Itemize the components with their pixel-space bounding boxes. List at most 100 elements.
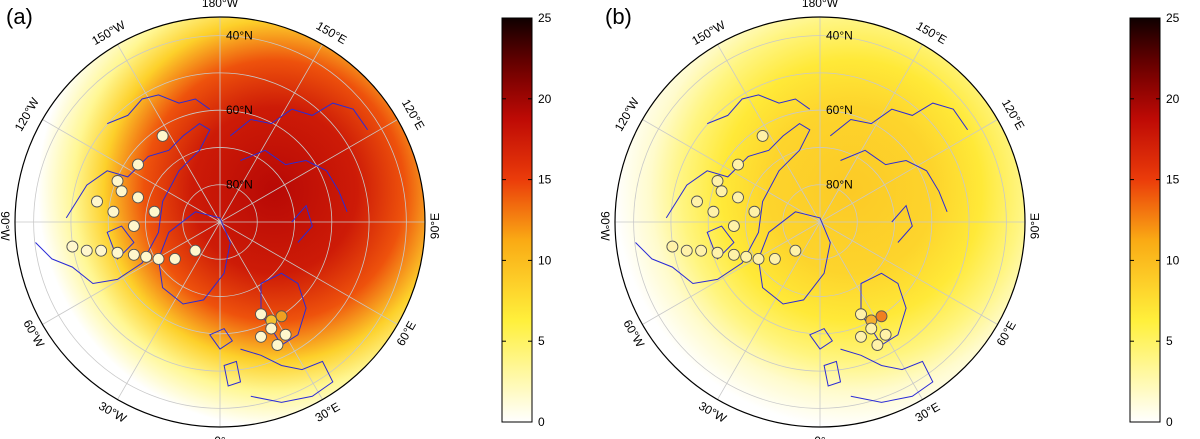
station-marker (265, 322, 278, 335)
coastline (35, 122, 211, 285)
map-content (615, 17, 1025, 427)
colorbar-gradient (501, 17, 533, 423)
colorbar-title: Absorption (dB) (579, 178, 580, 261)
colorbar-a: 0 5 10 15 20 25 Absorption (dB) (501, 11, 580, 429)
station-marker (95, 244, 108, 257)
station-marker (132, 158, 144, 171)
colorbar-tick-label: 25 (1166, 11, 1180, 25)
colorbar-tick-label: 20 (538, 92, 552, 106)
station-marker (111, 246, 124, 259)
station-marker (875, 310, 888, 323)
colorbar-tick-label: 10 (1166, 253, 1180, 267)
coastline (223, 360, 242, 387)
meridian (219, 221, 323, 400)
coastline (823, 360, 842, 387)
colorbar-tick-label: 0 (538, 415, 545, 429)
coastline (157, 211, 231, 305)
station-marker (707, 205, 720, 218)
latitude-label: 60°N (826, 103, 853, 117)
map-content (15, 17, 425, 427)
longitude-label: 30°E (913, 400, 943, 425)
station-marker (695, 244, 708, 257)
station-marker (789, 244, 802, 257)
station-marker (91, 195, 103, 208)
station-marker (275, 310, 288, 323)
meridian (42, 221, 221, 325)
meridian (219, 44, 323, 223)
longitude-label: 180°W (802, 0, 839, 10)
station-marker (255, 308, 267, 321)
coastline (757, 211, 831, 305)
station-marker (732, 158, 744, 171)
colorbar-tick-label: 5 (1166, 334, 1173, 348)
meridian (42, 119, 221, 223)
station-marker (80, 244, 93, 257)
longitude-label: 120°E (399, 97, 428, 132)
station-marker (680, 244, 693, 257)
station-marker (271, 339, 284, 351)
latitude-label: 80°N (826, 178, 853, 192)
station-marker (666, 240, 679, 253)
colorbar-tick-label: 10 (538, 253, 552, 267)
latitude-label: 80°N (226, 178, 253, 192)
colorbar-tick-label: 15 (1166, 173, 1180, 187)
station-marker (879, 328, 892, 341)
coastline (291, 204, 313, 243)
station-marker (168, 252, 181, 265)
longitude-label: 90°E (428, 213, 440, 239)
station-marker (711, 175, 724, 187)
meridian (717, 44, 821, 223)
coastline (635, 122, 811, 285)
station-marker (768, 252, 781, 265)
colorbar-tick-label: 0 (1166, 415, 1173, 429)
station-marker (752, 252, 765, 265)
station-marker (711, 246, 724, 259)
longitude-label: 180°W (202, 0, 239, 10)
panel-label-a: (a) (6, 4, 33, 29)
longitude-label: 120°E (999, 97, 1028, 132)
station-marker (156, 129, 169, 142)
longitude-label: 90°E (1028, 213, 1040, 239)
station-marker (740, 250, 753, 263)
station-marker (152, 252, 165, 265)
latitude-label: 60°N (226, 103, 253, 117)
meridian (117, 44, 221, 223)
meridian (819, 221, 998, 325)
absorption-field (24, 17, 425, 427)
polar-map-b: 180°W150°W120°W90°W60°W30°W0°30°E60°E90°… (600, 0, 1040, 439)
coastline (209, 327, 233, 350)
coastline (229, 102, 369, 137)
station-marker (148, 205, 161, 218)
colorbar-gradient (1129, 17, 1161, 423)
station-marker (127, 248, 140, 261)
station-marker (115, 185, 128, 198)
meridian (717, 221, 821, 400)
colorbar-b: 0510152025Absorption (dB) (1129, 11, 1180, 429)
coastline (240, 348, 334, 403)
meridian (219, 221, 398, 325)
station-marker (855, 330, 867, 343)
meridian (219, 119, 398, 223)
coastline (829, 102, 969, 137)
coastline (809, 327, 833, 350)
station-marker (715, 185, 728, 198)
station-marker (255, 330, 267, 343)
meridian (819, 44, 923, 223)
coastline (840, 348, 934, 403)
absorption-field (615, 17, 1025, 427)
longitude-label: 30°E (313, 400, 343, 425)
coastline (891, 204, 913, 243)
station-marker (132, 191, 144, 204)
station-marker (107, 205, 120, 218)
station-marker (189, 244, 202, 257)
station-marker (756, 129, 769, 142)
station-marker (140, 250, 153, 263)
coastline (840, 149, 948, 212)
meridian (819, 119, 998, 223)
coastline (240, 149, 348, 212)
colorbar-tick-label: 25 (538, 11, 552, 25)
meridian (642, 119, 821, 223)
meridian (819, 221, 923, 400)
colorbar-tick-label: 20 (1166, 92, 1180, 106)
station-marker (66, 240, 79, 253)
